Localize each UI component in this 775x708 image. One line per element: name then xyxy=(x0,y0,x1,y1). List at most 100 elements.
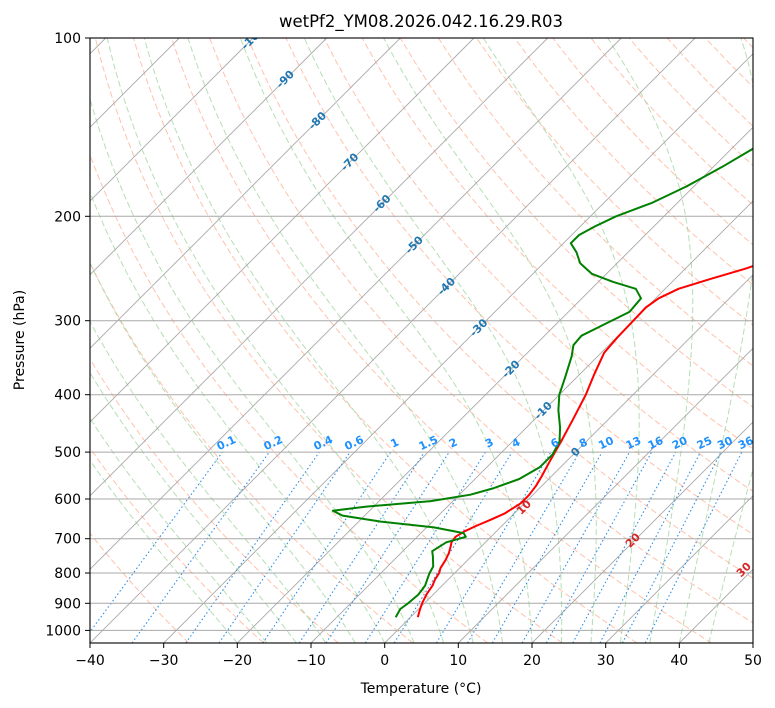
dry-adiabat xyxy=(90,153,488,643)
dry-adiabat xyxy=(437,38,753,367)
mixing-ratio-line xyxy=(393,451,513,643)
mixing-ratio-line xyxy=(545,451,653,643)
isotherm xyxy=(163,53,753,643)
background-lines xyxy=(90,38,753,643)
moist-adiabat xyxy=(383,38,597,643)
temperature-line xyxy=(416,264,753,618)
moist-adiabat xyxy=(90,261,356,643)
isotherm xyxy=(90,38,549,497)
mixing-ratio-line xyxy=(298,451,425,643)
y-tick-label: 1000 xyxy=(45,623,81,639)
mixing-ratio-label: 0.2 xyxy=(262,433,285,453)
y-tick-label: 100 xyxy=(54,31,81,47)
y-tick-label: 300 xyxy=(54,314,81,330)
moist-adiabat xyxy=(90,459,238,643)
mixing-ratio-label: 13 xyxy=(624,434,643,452)
mixing-ratio-label: 3 xyxy=(483,436,495,451)
mixing-ratio-line xyxy=(491,451,603,643)
mixing-ratio-line xyxy=(90,451,223,633)
dry-adiabat xyxy=(90,532,190,643)
dry-adiabat-label: 20 xyxy=(623,530,643,550)
moist-adiabat xyxy=(106,38,445,643)
moist-adiabat xyxy=(239,38,533,643)
moist-adiabat xyxy=(143,38,474,643)
mixing-ratio-line xyxy=(218,451,351,643)
dry-adiabat xyxy=(247,38,753,579)
mixing-ratio-line xyxy=(185,451,320,643)
isotherm xyxy=(90,38,475,423)
dewpoint-line xyxy=(331,147,753,618)
mixing-ratio-line xyxy=(435,451,552,643)
x-tick-label: −30 xyxy=(149,653,179,669)
mixing-ratio-line xyxy=(262,451,392,643)
moist-adiabat xyxy=(90,371,297,643)
x-tick-label: 40 xyxy=(670,653,688,669)
mixing-ratio-line xyxy=(467,451,580,643)
x-tick-label: 30 xyxy=(597,653,615,669)
mixing-ratio-label: 36 xyxy=(736,434,756,452)
mixing-ratio-line xyxy=(644,451,743,643)
mixing-ratio-label: 0.4 xyxy=(312,433,335,453)
isotherm xyxy=(236,126,753,643)
isotherm xyxy=(90,38,254,202)
dry-adiabat xyxy=(132,38,638,643)
mixing-ratio-label: 1 xyxy=(388,436,400,451)
mixing-ratio-label: 10 xyxy=(596,434,616,452)
moist-adiabat xyxy=(303,38,563,643)
mixing-ratio-label: 25 xyxy=(695,434,714,452)
isotherm xyxy=(531,421,753,643)
moist-adiabat xyxy=(482,38,640,643)
y-axis-label: Pressure (hPa) xyxy=(12,290,28,390)
moist-adiabat xyxy=(678,38,753,643)
dry-adiabat xyxy=(399,38,753,408)
sounding-series xyxy=(331,147,753,618)
isotherm xyxy=(310,200,753,643)
x-tick-label: 10 xyxy=(449,653,467,669)
moist-adiabat xyxy=(187,38,503,643)
x-tick-label: 0 xyxy=(380,653,389,669)
isotherm xyxy=(90,38,622,570)
isotherm xyxy=(752,642,753,643)
plot-frame xyxy=(89,37,754,644)
mixing-ratio-line xyxy=(572,451,677,643)
dry-adiabat xyxy=(704,38,753,88)
isotherm xyxy=(90,38,401,349)
isotherm xyxy=(457,347,753,643)
dry-adiabat xyxy=(90,357,339,643)
x-tick-label: −10 xyxy=(296,653,326,669)
y-tick-label: 600 xyxy=(54,492,81,508)
dry-adiabat xyxy=(209,38,753,624)
y-tick-label: 200 xyxy=(54,209,81,225)
dry-adiabat xyxy=(285,38,753,536)
x-axis: −40 −30 −20 −10 0 10 20 30 40 50 xyxy=(75,643,762,669)
isotherm xyxy=(90,38,328,276)
moist-adiabat xyxy=(90,190,386,643)
dry-adiabat xyxy=(743,38,753,49)
mixing-ratio-label: 0.6 xyxy=(343,433,366,453)
y-tick-label: 700 xyxy=(54,532,81,548)
mixing-ratio-label: 2 xyxy=(447,436,459,451)
x-tick-label: 20 xyxy=(523,653,541,669)
mixing-ratio-label: 16 xyxy=(646,434,666,452)
y-tick-label: 500 xyxy=(54,445,81,461)
dry-adiabat-label: 10 xyxy=(514,497,534,517)
x-axis-label: Temperature (°C) xyxy=(360,681,482,697)
moist-adiabat xyxy=(90,417,268,643)
dry-adiabat xyxy=(590,38,753,206)
pressure-grid xyxy=(90,38,753,631)
chart-title: wetPf2_YM08.2026.042.16.29.R03 xyxy=(279,12,563,32)
dry-adiabat xyxy=(666,38,753,127)
mixing-ratio-line xyxy=(325,451,450,643)
dry-adiabat xyxy=(90,447,264,643)
dry-adiabat xyxy=(361,38,753,450)
isotherm xyxy=(90,38,696,643)
moist-adiabat xyxy=(90,320,327,643)
isotherm xyxy=(384,274,753,643)
isotherm xyxy=(605,495,753,643)
dry-adiabat xyxy=(552,38,753,246)
dry-adiabat xyxy=(171,38,712,643)
mixing-ratio-label: 20 xyxy=(670,434,690,452)
x-tick-label: −40 xyxy=(75,653,105,669)
mixing-ratio-label: 1.5 xyxy=(417,433,440,453)
